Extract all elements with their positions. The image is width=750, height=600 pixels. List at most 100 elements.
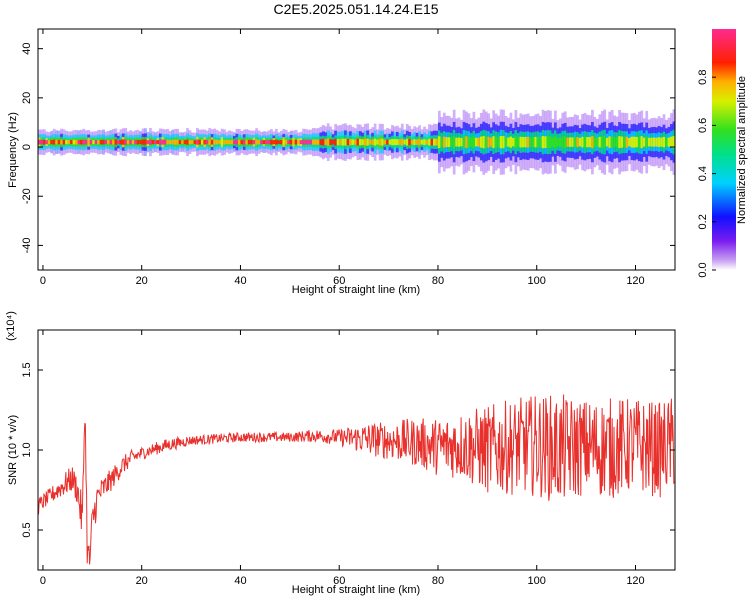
spectrogram-cell: [84, 139, 88, 145]
spectrogram-y-label: Frequency (Hz): [7, 112, 19, 188]
spectrogram-cell: [563, 136, 567, 148]
spectrogram-cell: [282, 139, 286, 145]
spectrogram-cell: [240, 140, 244, 145]
colorbar-tick-label: 0.8: [697, 70, 709, 85]
spectrogram-x-tick-label: 120: [626, 275, 644, 287]
spectrogram-cell: [134, 139, 138, 145]
spectrogram-cell: [519, 136, 523, 148]
spectrogram-cell: [42, 139, 46, 145]
spectrogram-cell: [440, 137, 444, 147]
spectrogram-cell: [82, 139, 86, 145]
spectrogram-cell: [516, 137, 520, 147]
colorbar-axis: 0.0 0.2 0.4 0.6 0.8: [697, 70, 716, 278]
spectrogram-cell: [623, 136, 626, 148]
spectrogram-cell: [252, 139, 256, 145]
spectrogram-cell: [65, 139, 68, 145]
spectrogram-cell: [457, 137, 461, 147]
spectrogram-cell: [425, 139, 429, 145]
spectrogram-cell: [297, 140, 300, 144]
spectrogram-cell: [107, 140, 110, 145]
spectrogram-cell: [176, 139, 179, 145]
spectrogram-cell: [373, 138, 377, 146]
spectrogram-cell: [158, 139, 162, 145]
spectrogram-cell: [418, 138, 421, 146]
spectrogram-cell: [225, 140, 229, 145]
spectrogram-cell: [119, 139, 123, 145]
spectrogram-cell: [588, 137, 592, 148]
spectrogram-cell: [383, 139, 387, 145]
spectrogram-cell: [270, 139, 273, 145]
spectrogram-cell: [146, 140, 150, 145]
spectrogram-cell: [109, 139, 113, 145]
spectrogram-cell: [191, 140, 194, 144]
spectrogram-cell: [314, 139, 318, 145]
colorbar-gradient: [712, 29, 736, 270]
spectrogram-cell: [247, 139, 251, 145]
spectrogram-y-tick-label: 0: [21, 144, 33, 150]
spectrogram-cell: [581, 136, 584, 148]
spectrogram-cell: [635, 136, 639, 148]
spectrogram-cell: [213, 139, 217, 145]
spectrogram-cell: [381, 138, 384, 146]
spectrogram-cell: [339, 138, 342, 146]
spectrogram-cell: [613, 137, 616, 148]
spectrogram-cell: [391, 138, 394, 146]
spectrogram-cell: [556, 137, 560, 147]
spectrogram-cell: [329, 139, 333, 146]
spectrogram-cell: [633, 136, 636, 148]
spectrogram-cell: [208, 139, 212, 145]
spectrogram-cell: [544, 136, 547, 148]
spectrogram-cell: [576, 137, 579, 148]
spectrogram-cell: [57, 139, 61, 145]
spectrogram-cell: [92, 140, 96, 145]
spectrogram-cell: [173, 139, 177, 145]
spectrogram-y-tick-label: -20: [21, 188, 33, 204]
spectrogram-cell: [368, 139, 372, 145]
spectrogram-y-axis: -40 -20 0 20 40: [21, 43, 675, 253]
spectrogram-cell: [228, 139, 231, 145]
spectrogram-cell: [193, 140, 197, 144]
spectrogram-cell: [220, 139, 224, 145]
spectrogram-cell: [536, 136, 540, 148]
spectrogram-cell: [312, 139, 315, 145]
snr-x-tick-label: 20: [136, 575, 148, 587]
spectrogram-cell: [275, 139, 278, 145]
spectrogram-cell: [79, 139, 83, 145]
spectrogram-cell: [504, 137, 508, 148]
spectrogram-cell: [62, 139, 66, 145]
spectrogram-cell: [144, 139, 147, 145]
spectrogram-cell: [484, 136, 488, 148]
snr-series-line: [38, 394, 675, 565]
snr-x-tick-label: 100: [528, 575, 546, 587]
colorbar: 0.0 0.2 0.4 0.6 0.8 Normalized spectral ampl…: [697, 29, 748, 278]
spectrogram-cell: [591, 136, 594, 149]
spectrogram-cell: [558, 137, 562, 147]
spectrogram-cell: [482, 135, 486, 149]
spectrogram-cell: [188, 139, 192, 145]
spectrogram-cell: [670, 136, 673, 148]
spectrogram-cell: [410, 139, 414, 145]
spectrogram-cell: [245, 139, 249, 145]
spectrogram-cell: [77, 139, 81, 145]
spectrogram-cell: [351, 139, 355, 145]
spectrogram-cell: [163, 139, 167, 145]
spectrogram-cell: [104, 140, 108, 145]
spectrogram-band: [38, 109, 675, 175]
spectrogram-cell: [502, 136, 505, 149]
spectrogram-cell: [489, 137, 493, 147]
spectrogram-cell: [554, 136, 557, 149]
spectrogram-cell: [334, 138, 337, 146]
colorbar-tick-label: 0.4: [697, 166, 709, 181]
spectrogram-cell: [210, 139, 214, 145]
spectrogram-cell: [250, 139, 254, 145]
spectrogram-cell: [52, 139, 56, 145]
spectrogram-cell: [38, 139, 41, 145]
spectrogram-cell: [205, 139, 209, 145]
spectrogram-cell: [640, 136, 644, 149]
spectrogram-cell: [396, 139, 399, 146]
spectrogram-cell: [67, 140, 71, 145]
spectrogram-y-tick-label: 40: [21, 43, 33, 55]
spectrogram-cell: [628, 137, 631, 147]
spectrogram-cell: [608, 136, 612, 148]
